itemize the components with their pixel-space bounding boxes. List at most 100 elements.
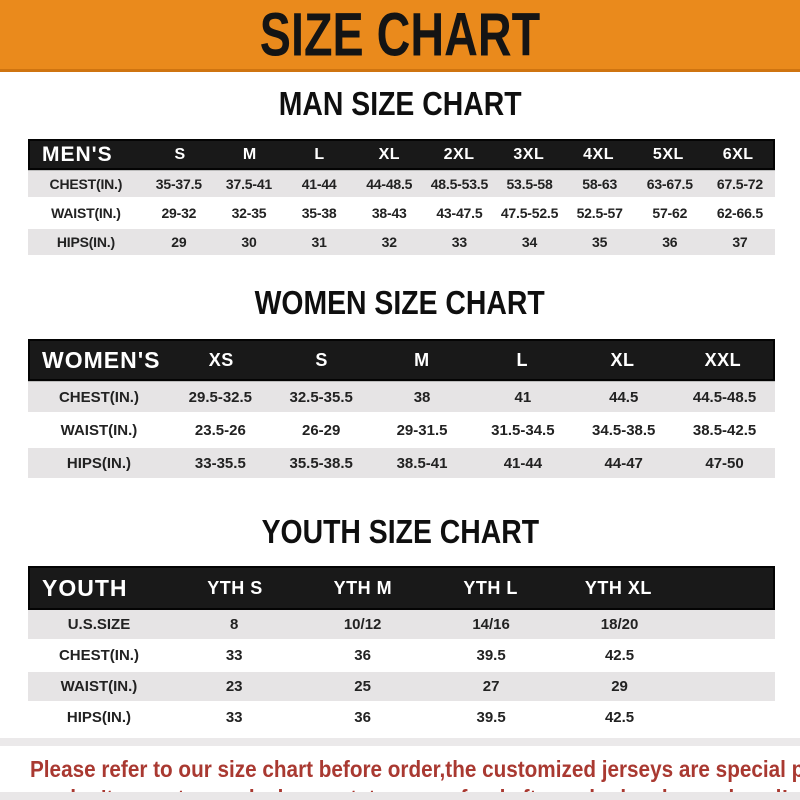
youth-header-label: YOUTH (42, 574, 128, 601)
women-cell-2-5: 47-50 (705, 454, 744, 472)
youth-section-title-text: YOUTH SIZE CHART (261, 513, 539, 550)
men-section-title-text: MAN SIZE CHART (278, 85, 522, 122)
men-row-label-0: CHEST(IN.) (49, 176, 123, 192)
men-table-row-0: CHEST(IN.) 35-37.5 37.5-41 41-44 44-48.5 48.5… (28, 171, 775, 199)
men-cell-0-4: 48.5-53.5 (430, 176, 489, 192)
men-column-header-2: L (314, 145, 325, 163)
women-cell-1-2: 29-31.5 (396, 421, 448, 439)
disclaimer-line-1: Please refer to our size chart before or… (30, 756, 800, 782)
men-cell-2-5: 34 (521, 234, 538, 250)
women-column-header-0: XS (208, 349, 234, 370)
men-row-label-2: HIPS(IN.) (56, 234, 115, 250)
men-header-label: MEN'S (42, 142, 113, 166)
youth-cell-1-3: 42.5 (604, 647, 635, 664)
youth-size-section: YOUTH SIZE CHART YOUTH YTH S YTH M YTH L YTH… (0, 512, 800, 734)
men-cell-1-4: 43-47.5 (436, 205, 483, 221)
youth-cell-0-3: 18/20 (600, 616, 639, 633)
youth-cell-1-1: 36 (354, 647, 371, 664)
men-column-header-1: M (242, 145, 257, 163)
men-cell-0-6: 58-63 (582, 176, 618, 192)
men-column-header-3: XL (378, 145, 401, 163)
women-cell-2-3: 41-44 (503, 454, 543, 472)
youth-table-row-3: HIPS(IN.) 33 36 39.5 42.5 (28, 703, 775, 734)
men-column-header-7: 5XL (652, 145, 684, 163)
men-cell-1-2: 35-38 (301, 205, 337, 221)
women-cell-0-4: 44.5 (609, 388, 639, 406)
youth-cell-2-1: 25 (354, 678, 371, 695)
youth-cell-0-1: 10/12 (343, 616, 382, 633)
divider-band (0, 738, 800, 746)
men-table-header-row: MEN'S S M L XL 2XL 3XL 4XL 5XL 6XL (28, 139, 775, 170)
men-cell-2-4: 33 (451, 234, 467, 250)
youth-cell-3-1: 36 (354, 709, 371, 726)
women-table-header-row: WOMEN'S XS S M L XL XXL (28, 339, 775, 381)
men-cell-1-0: 29-32 (161, 205, 197, 221)
men-cell-2-7: 36 (662, 234, 678, 250)
size-chart-banner: SIZE CHART (0, 0, 800, 72)
men-column-header-0: S (174, 145, 186, 163)
women-cell-0-5: 44.5-48.5 (692, 388, 757, 406)
youth-cell-3-3: 42.5 (604, 709, 635, 726)
youth-row-label-3: HIPS(IN.) (66, 709, 132, 726)
men-cell-2-2: 31 (311, 234, 327, 250)
youth-table-row-0: U.S.SIZE 8 10/12 14/16 18/20 (28, 610, 775, 641)
men-cell-0-3: 44-48.5 (366, 176, 413, 192)
men-cell-0-1: 37.5-41 (225, 176, 273, 192)
men-cell-0-0: 35-37.5 (155, 176, 202, 192)
youth-row-label-2: WAIST(IN.) (60, 678, 138, 695)
women-row-label-2: HIPS(IN.) (66, 454, 132, 472)
men-cell-2-6: 35 (592, 234, 608, 250)
youth-row-label-1: CHEST(IN.) (58, 647, 139, 664)
men-cell-1-7: 57-62 (652, 205, 688, 221)
women-cell-0-1: 32.5-35.5 (289, 388, 353, 406)
men-column-header-4: 2XL (443, 145, 475, 163)
youth-cell-2-3: 29 (611, 678, 628, 695)
youth-cell-0-2: 14/16 (472, 616, 510, 633)
women-row-label-1: WAIST(IN.) (60, 421, 138, 439)
women-cell-1-0: 23.5-26 (194, 421, 246, 439)
men-column-header-6: 4XL (583, 145, 614, 163)
men-section-title: MAN SIZE CHART (0, 85, 800, 123)
men-column-header-5: 3XL (513, 145, 545, 163)
women-cell-2-1: 35.5-38.5 (289, 454, 353, 472)
men-cell-2-3: 32 (381, 234, 397, 250)
men-size-section: MAN SIZE CHART MEN'S S M L XL 2XL 3XL 4XL 5XL 6XL… (0, 85, 800, 257)
women-table-row-0: CHEST(IN.) 29.5-32.5 32.5-35.5 38 41 44.5 44.5… (28, 382, 775, 414)
men-cell-1-6: 52.5-57 (576, 205, 623, 221)
men-column-header-8: 6XL (722, 145, 754, 163)
men-cell-0-7: 63-67.5 (646, 176, 693, 192)
women-cell-0-0: 29.5-32.5 (188, 388, 253, 406)
women-cell-1-1: 26-29 (302, 421, 341, 439)
youth-column-header-3: YTH XL (584, 577, 652, 598)
youth-column-header-0: YTH S (207, 577, 263, 598)
youth-section-title: YOUTH SIZE CHART (0, 512, 800, 552)
women-size-table: WOMEN'S XS S M L XL XXL CHEST(IN.) 29.5-32.5 32.5… (28, 339, 775, 480)
men-cell-0-5: 53.5-58 (506, 176, 553, 192)
bottom-strip (0, 792, 800, 800)
youth-table-row-1: CHEST(IN.) 33 36 39.5 42.5 (28, 641, 775, 672)
youth-column-header-1: YTH M (333, 577, 393, 598)
women-table-row-2: HIPS(IN.) 33-35.5 35.5-38.5 38.5-41 41-44 44-… (28, 448, 775, 480)
men-cell-1-3: 38-43 (371, 205, 407, 221)
youth-table-row-2: WAIST(IN.) 23 25 27 29 (28, 672, 775, 703)
youth-cell-2-0: 23 (225, 678, 243, 695)
men-table-row-1: WAIST(IN.) 29-32 32-35 35-38 38-43 43-47.5 47.… (28, 200, 775, 228)
men-cell-0-2: 41-44 (301, 176, 337, 192)
women-column-header-5: XXL (704, 349, 742, 370)
men-cell-2-0: 29 (171, 234, 187, 250)
youth-cell-0-0: 8 (229, 616, 239, 633)
youth-cell-3-2: 39.5 (476, 709, 506, 726)
youth-column-header-2: YTH L (463, 577, 518, 598)
youth-size-table: YOUTH YTH S YTH M YTH L YTH XL U.S.SIZE 8 10/12… (28, 566, 775, 734)
women-cell-1-3: 31.5-34.5 (491, 421, 555, 439)
women-cell-1-4: 34.5-38.5 (592, 421, 656, 439)
men-cell-2-1: 30 (241, 234, 257, 250)
women-table-row-1: WAIST(IN.) 23.5-26 26-29 29-31.5 31.5-34.5 34… (28, 415, 775, 447)
women-cell-0-3: 41 (514, 388, 532, 406)
women-row-label-0: CHEST(IN.) (58, 388, 139, 406)
women-size-section: WOMEN SIZE CHART WOMEN'S XS S M L XL XXL CHEST(… (0, 283, 800, 480)
women-cell-1-5: 38.5-42.5 (692, 421, 757, 439)
women-header-label: WOMEN'S (42, 346, 161, 373)
women-cell-2-0: 33-35.5 (194, 454, 246, 472)
banner-title: SIZE CHART (259, 0, 541, 70)
